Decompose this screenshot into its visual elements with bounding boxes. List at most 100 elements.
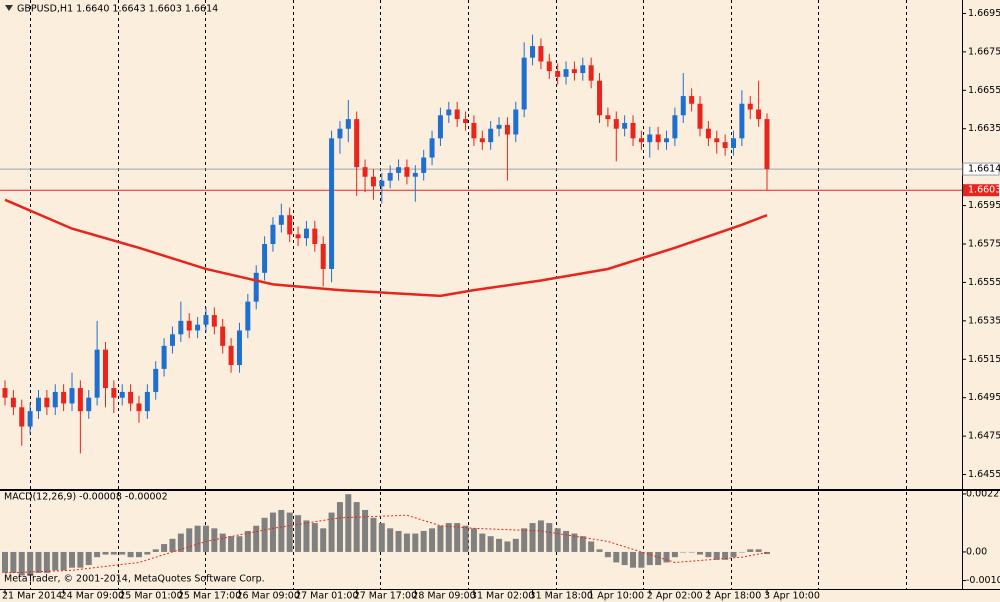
macd-bar [638,551,645,568]
macd-bar [27,551,34,576]
x-tick-label: 25 Mar 17:00 [178,591,241,602]
candle-body [739,103,745,139]
x-tick-label: 27 Mar 01:00 [295,591,358,602]
candle-body [379,180,385,187]
macd-bar [722,551,729,560]
candle-body [278,215,284,225]
macd-bar [236,536,243,552]
candle-body [404,167,410,177]
y-tick-label: 1.6555 [968,277,1000,288]
candle-body [454,109,460,120]
candle-body [412,172,418,177]
macd-bar [412,533,419,552]
candle-body [471,122,477,139]
candle-body [61,391,67,404]
y-tick-label: 1.6575 [968,239,1000,250]
macd-bar [747,549,754,552]
footer: MetaTrader, © 2001-2014, MetaQuotes Soft… [4,574,265,585]
macd-bar [10,551,17,573]
y-tick-label: 0.00 [966,546,987,557]
macd-bar [152,549,159,552]
macd-bar [646,551,653,566]
candle-body [94,349,100,398]
macd-bar [353,502,360,552]
candle-body [571,69,577,74]
macd-bar [462,525,469,552]
macd-bar [328,512,335,552]
candle-body [295,234,301,239]
candle-body [664,138,670,143]
macd-bar [571,533,578,552]
candle-body [35,397,41,412]
candle-body [588,65,594,81]
macd-bar [85,551,92,566]
candle-body [605,115,611,120]
macd-bar [77,551,84,568]
macd-bar [403,533,410,552]
candle-body [2,388,8,398]
symbol-icon [5,5,13,11]
candle-body [756,109,762,120]
x-tick-label: 31 Mar 02:00 [471,591,534,602]
y-tick-label: 1.6535 [968,315,1000,326]
macd-bar [68,551,75,568]
candle-body [546,61,552,72]
candle-body [530,46,536,58]
macd-bar [437,525,444,552]
candle-body [345,119,351,129]
candle-body [429,138,435,158]
y-tick-label: 1.6455 [968,469,1000,480]
moving-average [4,198,768,298]
candle-body [245,301,251,331]
macd-bar [554,528,561,552]
macd-bar [336,502,343,552]
candle-body [228,345,234,366]
macd-bar [370,517,377,552]
macd-bar [127,551,134,558]
macd-bar [110,551,117,555]
candle-body [597,80,603,116]
macd-bar [169,538,176,552]
candle-body [680,96,686,116]
macd-bar [144,551,151,555]
macd-bar [496,538,503,552]
candle-body [287,215,293,235]
macd-bar [512,538,519,552]
candle-body [747,103,753,110]
candle-body [102,349,108,389]
candle-body [638,138,644,143]
candle-body [463,119,469,123]
macd-bar [697,551,704,555]
candle-body [178,320,184,335]
candle-body [504,124,510,135]
macd-bar [35,551,42,573]
macd-bar [604,551,611,558]
candle-body [161,345,167,369]
macd-bar [630,551,637,568]
candle-body [705,128,711,139]
candle-body [136,403,142,412]
macd-bar [303,520,310,552]
y-tick-label: 1.6675 [968,46,1000,57]
candle-body [479,138,485,143]
macd-bar [102,551,109,555]
candle-body [253,272,259,302]
candle-body [580,65,586,74]
candle-body [203,315,209,325]
y-tick-label: 1.6695 [968,8,1000,19]
candle-body [496,124,502,129]
candle-body [320,244,326,269]
x-tick-label: 28 Mar 09:00 [412,591,475,602]
candle-body [613,119,619,129]
macd-bar [202,525,209,552]
macd-bar [43,551,50,573]
macd-bar [688,551,695,553]
y-tick-label: 1.6515 [968,354,1000,365]
macd-bar [94,551,101,558]
candle-body [421,157,427,173]
macd-bar [613,551,620,563]
macd-bar [563,530,570,552]
macd-bar [52,551,59,571]
x-tick-label: 21 Mar 2014 [2,591,62,602]
